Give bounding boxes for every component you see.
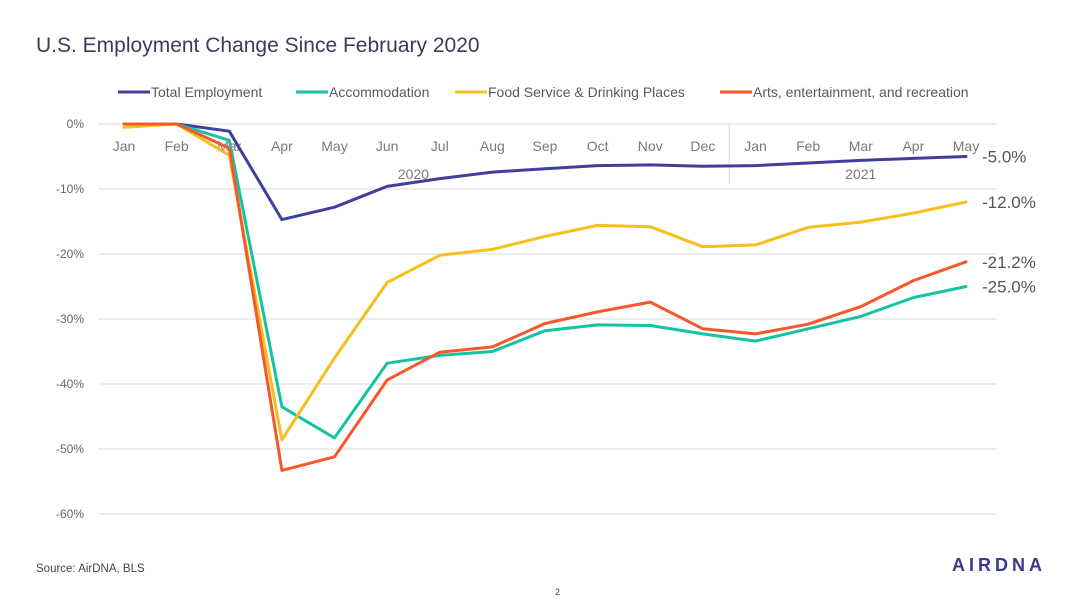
series-line xyxy=(122,122,968,440)
end-value-label: -21.2% xyxy=(982,253,1036,272)
year-label: 2021 xyxy=(845,166,876,182)
y-tick-label: 0% xyxy=(67,117,85,131)
legend-label: Total Employment xyxy=(151,84,262,100)
x-tick-label: Jan xyxy=(744,138,767,154)
year-label: 2020 xyxy=(398,166,429,182)
x-tick-label: Apr xyxy=(271,138,293,154)
y-tick-label: -50% xyxy=(56,442,84,456)
x-tick-label: Jan xyxy=(113,138,136,154)
x-tick-label: Feb xyxy=(796,138,820,154)
y-tick-label: -30% xyxy=(56,312,84,326)
x-tick-label: May xyxy=(321,138,347,154)
x-tick-label: Aug xyxy=(480,138,505,154)
end-value-label: -12.0% xyxy=(982,193,1036,212)
x-tick-label: Dec xyxy=(690,138,715,154)
y-tick-label: -60% xyxy=(56,507,84,521)
y-tick-label: -40% xyxy=(56,377,84,391)
page-number: 2 xyxy=(555,587,561,597)
end-value-label: -25.0% xyxy=(982,278,1036,297)
airdna-logo: AIRDNA xyxy=(952,555,1046,575)
series-line xyxy=(122,122,968,442)
x-tick-label: Sep xyxy=(533,138,558,154)
y-tick-label: -20% xyxy=(56,247,84,261)
end-value-label: -5.0% xyxy=(982,148,1026,167)
x-tick-label: Oct xyxy=(587,138,609,154)
x-tick-label: Jul xyxy=(431,138,449,154)
series-line xyxy=(122,122,968,472)
chart-title: U.S. Employment Change Since February 20… xyxy=(36,34,480,57)
legend-label: Accommodation xyxy=(329,84,429,100)
x-tick-label: Jun xyxy=(376,138,399,154)
legend-label: Arts, entertainment, and recreation xyxy=(753,84,969,100)
y-tick-label: -10% xyxy=(56,182,84,196)
x-tick-label: May xyxy=(953,138,979,154)
x-tick-label: Mar xyxy=(849,138,873,154)
series-line xyxy=(122,122,968,222)
x-tick-label: Apr xyxy=(902,138,924,154)
x-tick-label: Feb xyxy=(165,138,189,154)
x-tick-label: Nov xyxy=(638,138,663,154)
source-note: Source: AirDNA, BLS xyxy=(36,563,145,575)
legend-label: Food Service & Drinking Places xyxy=(488,84,685,100)
